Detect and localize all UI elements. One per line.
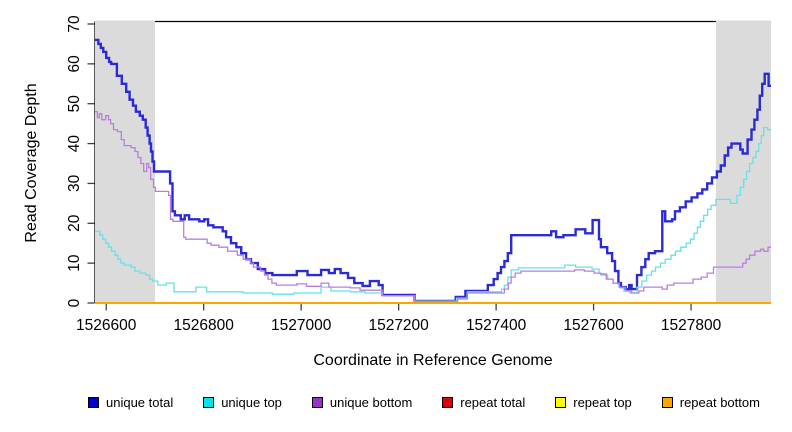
legend-item-repeat-total: repeat total	[442, 395, 525, 410]
legend-label: unique top	[221, 395, 282, 410]
left-repeat-shade	[95, 20, 155, 304]
legend-swatch-icon	[661, 397, 673, 408]
y-axis-title: Read Coverage Depth	[23, 83, 40, 243]
y-tick-label: 0	[66, 298, 83, 307]
y-tick-label: 40	[66, 135, 83, 153]
x-tick-label: 1527400	[466, 317, 527, 334]
x-tick-label: 1526600	[76, 317, 137, 334]
legend-label: repeat total	[460, 395, 526, 410]
y-tick-label: 20	[66, 214, 83, 232]
legend-swatch-icon	[555, 397, 567, 408]
y-tick-label: 60	[66, 55, 83, 73]
legend-item-unique-bottom: unique bottom	[311, 395, 413, 410]
x-tick-label: 1527000	[271, 317, 332, 334]
y-tick-label: 70	[66, 15, 83, 33]
legend-swatch-icon	[311, 397, 323, 408]
x-tick-label: 1527800	[661, 317, 722, 334]
legend-swatch-icon	[88, 397, 99, 408]
series-line-unique-bottom	[95, 111, 771, 303]
legend-item-repeat-bottom: repeat bottom	[661, 395, 760, 410]
x-tick-label: 1526800	[174, 317, 235, 334]
legend-swatch-icon	[442, 397, 454, 408]
legend-label: unique total	[106, 395, 174, 410]
legend-label: unique bottom	[329, 395, 413, 410]
x-tick-label: 1527200	[368, 317, 429, 334]
legend-label: repeat top	[573, 395, 632, 410]
series-line-unique-total	[95, 38, 771, 303]
legend-label: repeat bottom	[679, 395, 760, 410]
legend-item-unique-top: unique top	[203, 395, 282, 410]
legend-swatch-icon	[203, 397, 215, 408]
series-line-unique-top	[95, 126, 771, 302]
legend: unique total unique top unique bottom repea…	[88, 395, 760, 410]
x-tick-label: 1527600	[563, 317, 624, 334]
legend-item-repeat-top: repeat top	[555, 395, 632, 410]
y-tick-label: 30	[66, 174, 83, 192]
y-tick-label: 50	[66, 95, 83, 113]
x-axis-title: Coordinate in Reference Genome	[313, 352, 553, 369]
legend-item-unique-total: unique total	[88, 395, 173, 410]
y-tick-label: 10	[66, 254, 83, 272]
